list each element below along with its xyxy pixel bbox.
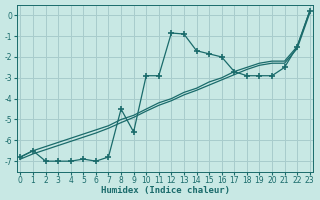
- X-axis label: Humidex (Indice chaleur): Humidex (Indice chaleur): [100, 186, 229, 195]
